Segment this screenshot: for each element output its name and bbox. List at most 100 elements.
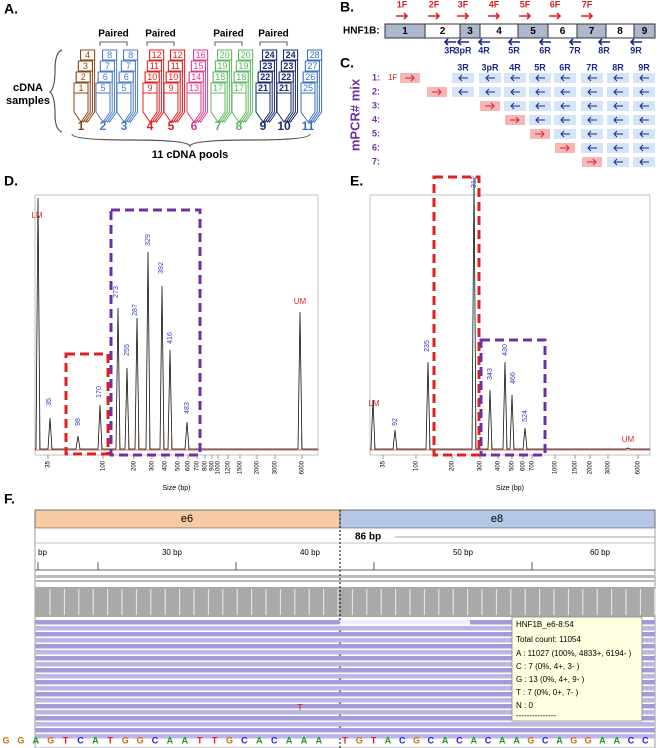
tooltip-line: A : 11027 (100%, 4833+, 6194- ) <box>516 649 632 658</box>
sample-number: 13 <box>189 83 199 93</box>
peak-label: 92 <box>392 418 399 426</box>
read <box>35 722 655 727</box>
marker-label: UM <box>294 297 307 306</box>
read-gap <box>340 620 470 625</box>
samples-label-line: samples <box>6 95 50 107</box>
sample-number: 21 <box>279 83 289 93</box>
reverse-cell-arrow <box>639 74 649 82</box>
pool-number: 10 <box>277 119 291 133</box>
reverse-arrow <box>477 38 490 46</box>
sample-number: 21 <box>258 83 268 93</box>
column-header: 3pR <box>481 62 499 72</box>
pool-number: 3 <box>121 119 128 133</box>
peak-label: 466 <box>510 372 517 384</box>
base: A <box>499 735 506 745</box>
sample-number: 14 <box>191 72 201 82</box>
x-tick-label: 600 <box>186 460 192 471</box>
tube-cap <box>210 82 226 94</box>
sample-number: 23 <box>283 61 293 71</box>
sample-number: 2 <box>81 72 86 82</box>
pair-bracket <box>214 41 243 46</box>
reverse-cell-arrow <box>613 144 623 152</box>
exon-label: e6 <box>181 513 193 525</box>
tube-cap <box>283 49 299 61</box>
forward-arrow <box>457 12 470 20</box>
sample-number: 8 <box>128 50 133 60</box>
read <box>35 650 655 655</box>
pool-number: 1 <box>78 119 85 133</box>
forward-primer: 6F <box>550 0 561 9</box>
x-tick-label: 35 <box>381 460 387 467</box>
sample-number: 6 <box>103 72 108 82</box>
base: G <box>17 735 24 745</box>
pool-number: 6 <box>191 119 198 133</box>
pair-bracket <box>99 41 128 46</box>
reverse-cell-arrow <box>560 102 570 110</box>
x-tick-label: 300 <box>150 460 156 471</box>
reverse-arrow <box>597 38 610 46</box>
base: C <box>628 735 635 745</box>
sample-number: 24 <box>265 50 275 60</box>
reverse-cell-arrow <box>613 102 623 110</box>
row-primer: 1F <box>388 73 397 82</box>
read <box>35 668 655 673</box>
reverse-primer: 3pR <box>454 45 472 55</box>
column-header: 8R <box>612 62 624 72</box>
tube-cap <box>102 49 118 61</box>
x-tick-label: 2000 <box>255 460 261 474</box>
sample-number: 26 <box>305 72 315 82</box>
forward-primer: 4F <box>489 0 500 9</box>
paired-label: Paired <box>258 29 289 40</box>
base: A <box>556 735 563 745</box>
sample-number: 24 <box>286 50 296 60</box>
base: T <box>108 735 114 745</box>
sample-number: 4 <box>85 50 90 60</box>
pool-number: 8 <box>236 119 243 133</box>
reverse-cell-arrow <box>485 88 495 96</box>
ruler-label: 30 bp <box>162 548 183 557</box>
sample-number: 20 <box>220 50 230 60</box>
base: C <box>152 735 159 745</box>
read <box>35 656 655 661</box>
pool-number: 11 <box>302 119 315 133</box>
forward-primer: 5F <box>520 0 531 9</box>
x-tick-label: 800 <box>203 460 209 471</box>
exon-label: e8 <box>491 513 503 525</box>
sample-number: 22 <box>281 72 291 82</box>
reverse-arrow <box>568 38 581 46</box>
column-header: 4R <box>509 62 521 72</box>
tube-cap <box>214 60 230 72</box>
read <box>35 692 655 697</box>
reverse-cell-arrow <box>613 158 623 166</box>
column-header: 7R <box>586 62 598 72</box>
panel-label: D. <box>4 173 18 189</box>
base: G <box>585 735 592 745</box>
exon-number: 3 <box>467 26 473 37</box>
tube-cap <box>77 60 93 72</box>
reverse-cell-arrow <box>458 74 468 82</box>
reverse-cell-arrow <box>587 102 597 110</box>
base: A <box>442 735 449 745</box>
peak-label: 255 <box>124 344 131 356</box>
tube-cap <box>144 71 160 83</box>
reverse-cell-arrow <box>510 74 520 82</box>
paired-label: Paired <box>213 29 244 40</box>
coverage-track <box>35 587 655 617</box>
track-line <box>35 580 655 582</box>
x-tick-label: 35 <box>46 460 52 467</box>
reverse-cell-arrow <box>560 74 570 82</box>
tube-cap <box>212 71 228 83</box>
span-label: 86 bp <box>355 532 381 543</box>
pool-number: 9 <box>260 119 267 133</box>
exon-number: 9 <box>642 26 648 37</box>
reverse-primer: 5R <box>508 45 520 55</box>
panel-label: C. <box>340 55 354 71</box>
base: C <box>428 735 435 745</box>
reverse-cell-arrow <box>587 130 597 138</box>
sample-number: 7 <box>105 61 110 71</box>
x-tick-label: 1000 <box>553 460 559 474</box>
tube-cap <box>307 49 323 61</box>
track-line <box>35 575 655 578</box>
base: G <box>413 735 420 745</box>
reverse-arrow <box>507 38 520 46</box>
